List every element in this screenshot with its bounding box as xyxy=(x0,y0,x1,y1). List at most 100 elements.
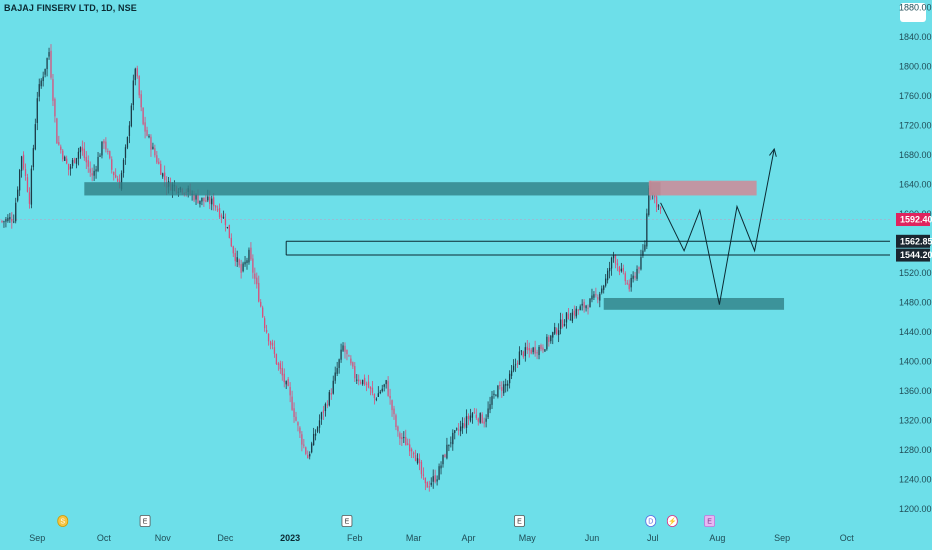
candle-body xyxy=(556,328,558,335)
candle-body xyxy=(275,353,278,365)
candle-body xyxy=(150,136,152,150)
x-tick-label: Feb xyxy=(347,533,363,543)
y-tick-label: 1360.00 xyxy=(899,386,932,396)
candle-body xyxy=(565,312,568,323)
candle-body xyxy=(581,303,583,306)
candle-body xyxy=(605,278,607,286)
candle-body xyxy=(597,297,599,300)
price-tag-label: 1544.20 xyxy=(900,250,932,260)
candle-body xyxy=(279,363,281,370)
candle-body xyxy=(412,452,415,455)
candle-body xyxy=(579,306,581,311)
candle-body xyxy=(201,197,203,202)
candle-body xyxy=(330,392,332,395)
candle-body xyxy=(383,384,385,387)
candle-body xyxy=(554,327,556,334)
candle-body xyxy=(263,318,266,329)
candle-body xyxy=(630,277,632,288)
projection-path xyxy=(660,148,775,305)
event-label: E xyxy=(345,519,350,526)
candle-body xyxy=(126,137,129,148)
candle-body xyxy=(222,216,225,219)
candle-body xyxy=(395,415,397,427)
candle-body xyxy=(250,247,252,260)
candle-body xyxy=(136,68,138,77)
candle-body xyxy=(601,288,603,293)
candle-body xyxy=(475,414,477,418)
candle-body xyxy=(393,408,395,415)
candle-body xyxy=(5,219,7,222)
candle-body xyxy=(116,178,119,182)
candle-body xyxy=(608,267,611,272)
candle-body xyxy=(314,433,317,436)
candle-body xyxy=(624,273,626,282)
candle-body xyxy=(297,422,299,426)
candle-body xyxy=(107,150,109,152)
x-tick-label: Sep xyxy=(774,533,790,543)
candle-body xyxy=(371,387,374,393)
candle-body xyxy=(240,264,242,273)
candle-body xyxy=(277,363,280,365)
candle-body xyxy=(436,479,438,482)
candle-body xyxy=(642,250,644,256)
candle-body xyxy=(134,68,136,81)
candle-body xyxy=(211,198,213,205)
candle-body xyxy=(612,254,615,259)
candle-body xyxy=(589,298,591,308)
candle-body xyxy=(81,147,84,151)
candle-body xyxy=(452,432,454,445)
event-marker xyxy=(57,515,69,527)
y-tick-label: 1240.00 xyxy=(899,474,932,484)
candle-body xyxy=(495,395,497,397)
candle-body xyxy=(456,428,458,430)
candle-body xyxy=(440,465,442,469)
candle-body xyxy=(520,350,523,352)
candle-body xyxy=(273,347,276,354)
top-right-box[interactable] xyxy=(900,3,926,22)
candle-body xyxy=(142,107,144,125)
candle-body xyxy=(593,294,595,298)
candle-body xyxy=(144,122,146,132)
candle-body xyxy=(158,161,160,164)
candle-body xyxy=(1,221,3,223)
event-marker xyxy=(514,515,525,527)
candle-body xyxy=(152,146,154,150)
event-label: E xyxy=(517,519,522,526)
x-tick-label: Jul xyxy=(647,533,659,543)
candle-body xyxy=(640,257,642,270)
candle-body xyxy=(242,263,244,272)
candle-body xyxy=(226,227,229,229)
candle-body xyxy=(71,160,74,166)
candle-body xyxy=(344,345,346,352)
candle-body xyxy=(9,217,11,220)
x-tick-label: Mar xyxy=(406,533,422,543)
event-marker xyxy=(341,515,353,527)
candle-body xyxy=(64,156,66,162)
candle-body xyxy=(410,449,413,452)
candle-body xyxy=(571,312,574,322)
candle-body xyxy=(444,454,446,458)
candle-body xyxy=(124,147,127,158)
candle-body xyxy=(334,372,336,381)
candle-body xyxy=(626,282,628,284)
candle-body xyxy=(628,283,630,290)
candle-body xyxy=(507,383,509,386)
candle-body xyxy=(575,308,577,317)
candle-body xyxy=(369,386,372,389)
candle-body xyxy=(526,346,528,350)
candle-body xyxy=(567,313,570,320)
candle-body xyxy=(557,330,560,336)
candle-body xyxy=(122,159,125,173)
projection-arrowhead xyxy=(769,147,777,157)
y-tick-label: 1640.00 xyxy=(899,179,932,189)
x-tick-label: Dec xyxy=(217,533,234,543)
candle-body xyxy=(399,433,401,439)
price-tag-label: 1592.40 xyxy=(900,215,932,225)
candle-body xyxy=(485,418,487,422)
candle-body xyxy=(3,221,5,223)
candle-body xyxy=(66,158,68,164)
y-tick-label: 1800.00 xyxy=(899,61,932,71)
candle-body xyxy=(203,197,205,202)
